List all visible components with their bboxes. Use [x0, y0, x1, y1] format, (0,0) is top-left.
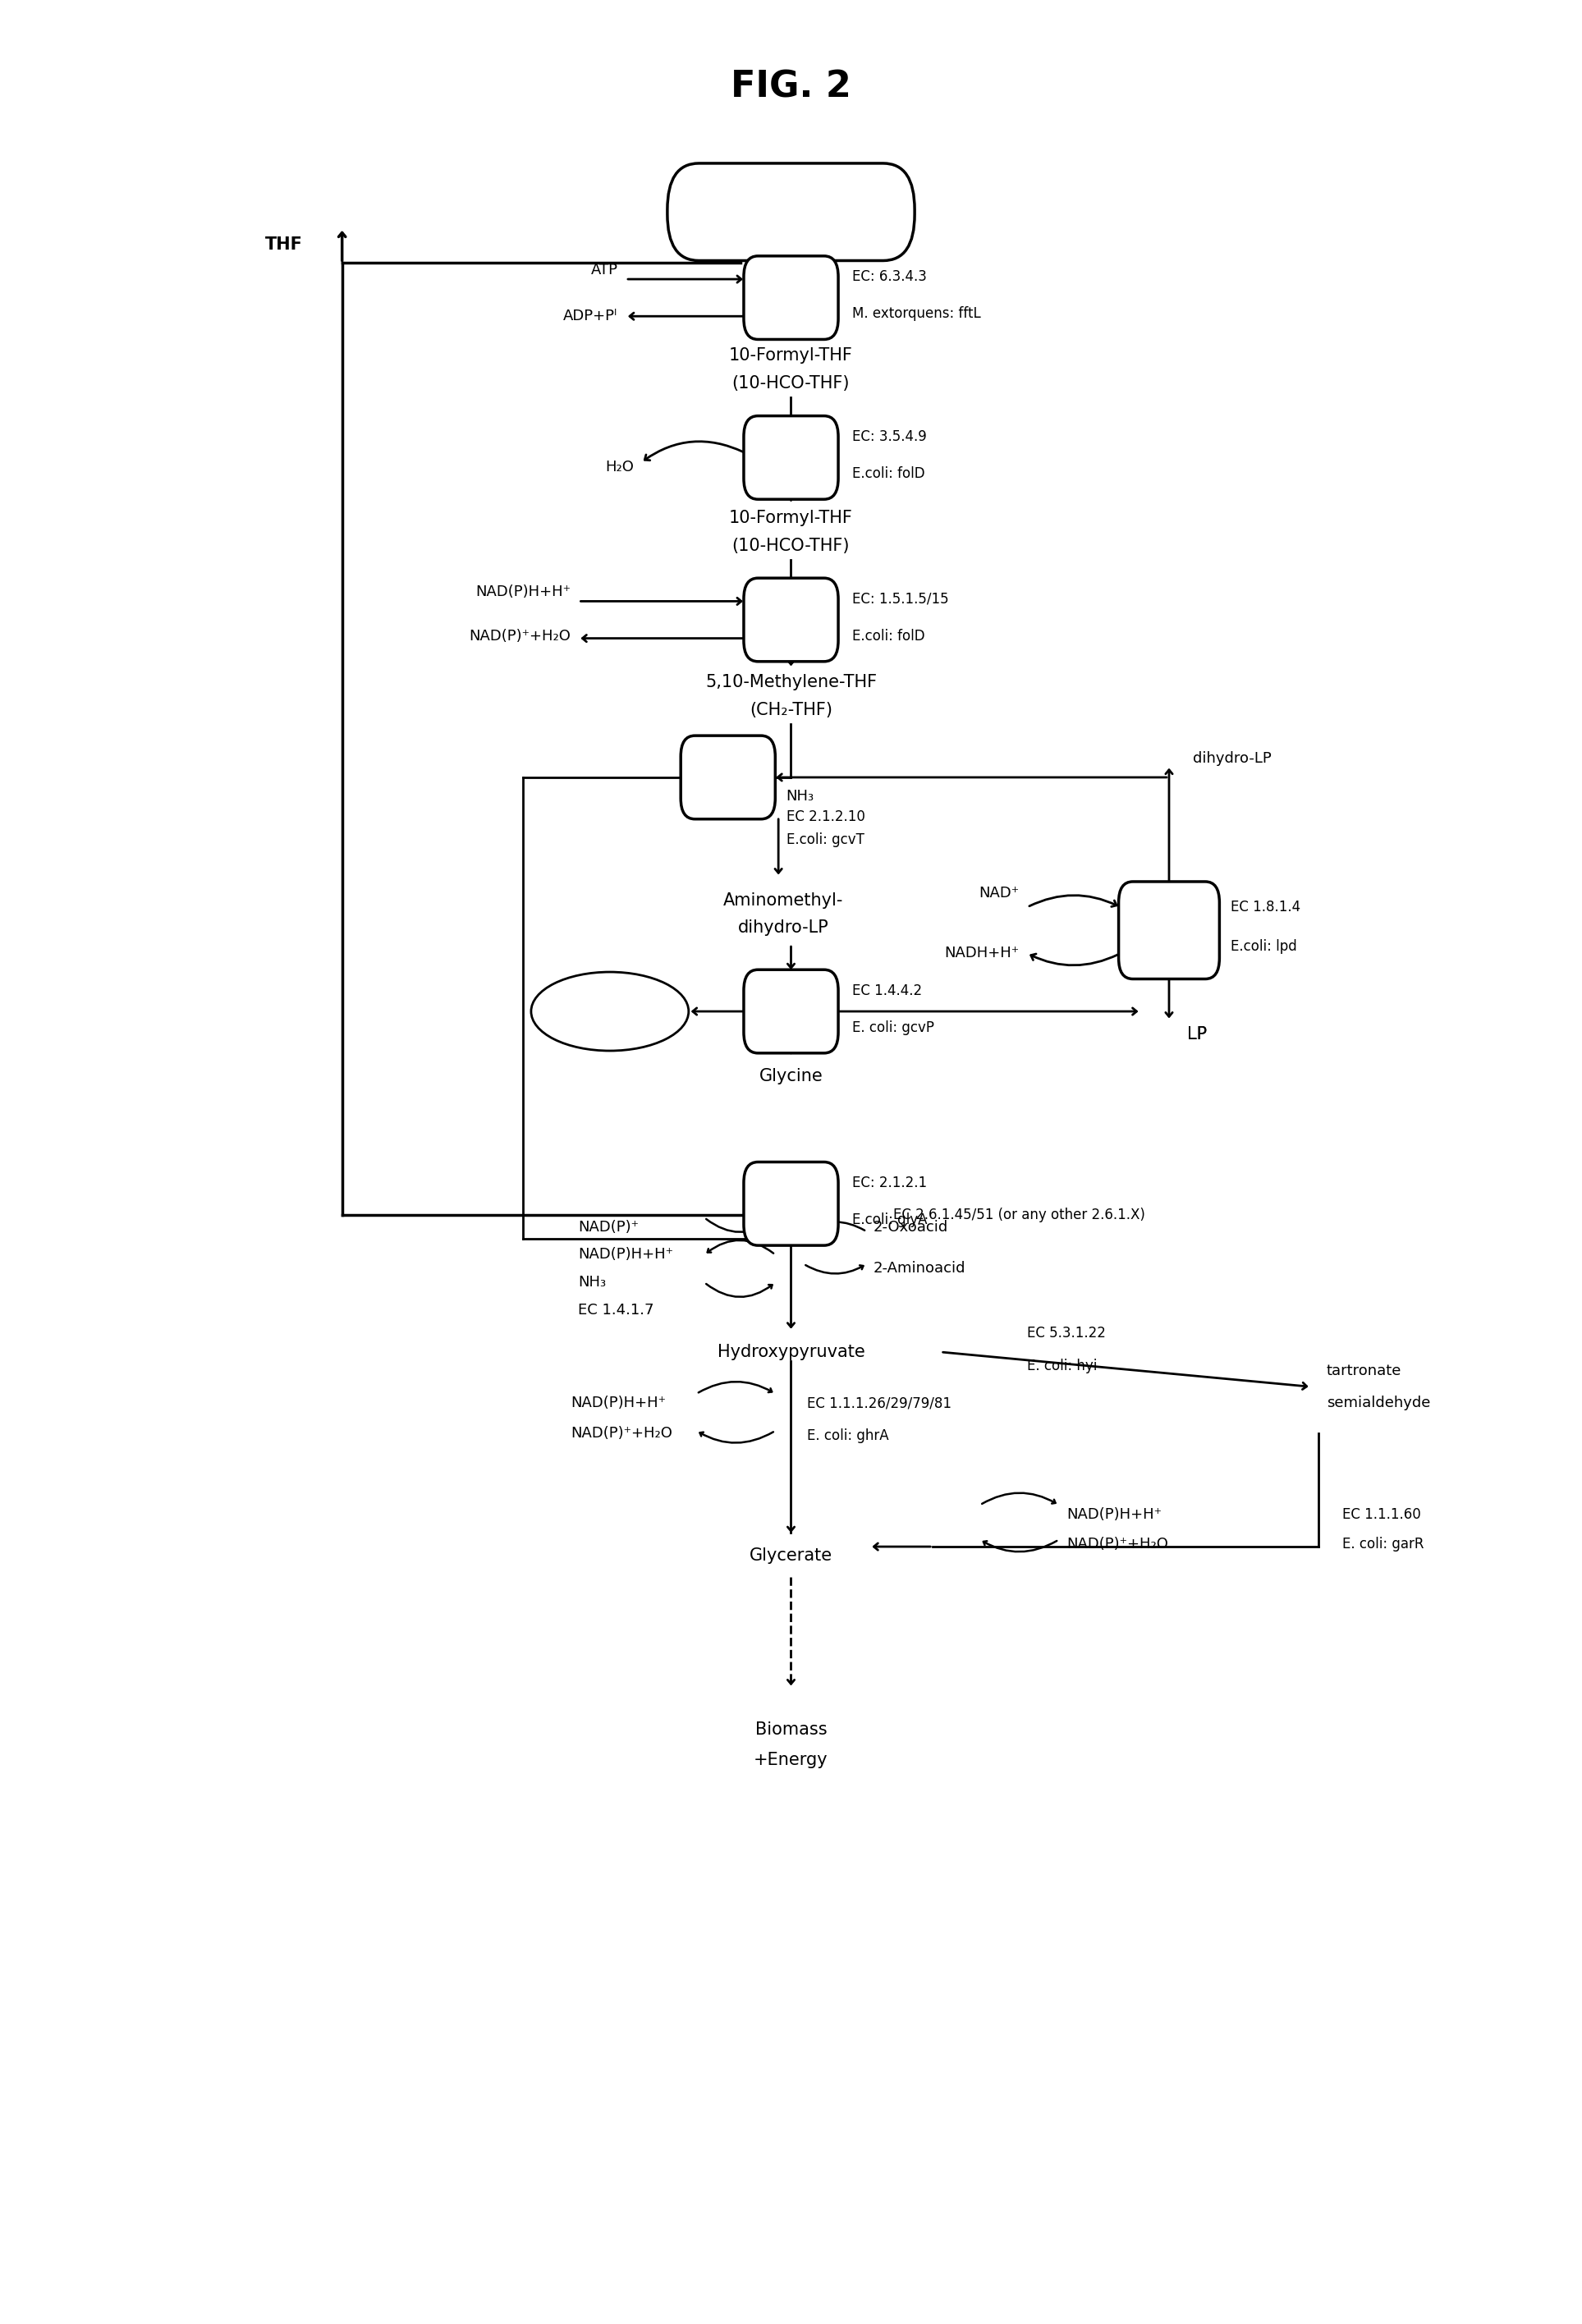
FancyBboxPatch shape	[744, 256, 838, 339]
Text: (10-HCO-THF): (10-HCO-THF)	[732, 537, 850, 553]
Text: (CH₂-THF): (CH₂-THF)	[750, 702, 832, 718]
Text: 10-Formyl-THF: 10-Formyl-THF	[729, 346, 853, 365]
Text: dihydro-LP: dihydro-LP	[737, 920, 829, 937]
Text: D: D	[782, 609, 800, 630]
Text: P: P	[783, 1002, 799, 1023]
Text: CO₂: CO₂	[596, 1004, 623, 1018]
Text: LP: LP	[1188, 1027, 1207, 1043]
Text: NAD(P)⁺+H₂O: NAD(P)⁺+H₂O	[571, 1425, 672, 1441]
Text: Serine: Serine	[764, 1195, 818, 1211]
Text: EC 5.3.1.22: EC 5.3.1.22	[1027, 1327, 1106, 1341]
FancyBboxPatch shape	[744, 579, 838, 662]
Text: THF: THF	[266, 237, 302, 253]
Text: C: C	[783, 446, 799, 467]
Text: Glycine: Glycine	[759, 1069, 823, 1085]
Text: ATP: ATP	[590, 263, 617, 277]
Text: H₂O: H₂O	[604, 460, 633, 474]
Text: E. coli: garR: E. coli: garR	[1342, 1536, 1424, 1552]
FancyBboxPatch shape	[744, 1162, 838, 1246]
Text: 5,10-Methylene-THF: 5,10-Methylene-THF	[706, 674, 876, 690]
Text: EC 2.6.1.45/51 (or any other 2.6.1.X): EC 2.6.1.45/51 (or any other 2.6.1.X)	[894, 1208, 1145, 1222]
Text: LP: LP	[1188, 1027, 1207, 1043]
Text: 2-Aminoacid: 2-Aminoacid	[873, 1262, 965, 1276]
Text: E.coli: folD: E.coli: folD	[853, 627, 925, 644]
FancyBboxPatch shape	[1118, 881, 1220, 978]
Text: 10-Formyl-THF: 10-Formyl-THF	[729, 509, 853, 525]
Text: E. coli: gcvP: E. coli: gcvP	[853, 1020, 935, 1034]
Text: NAD⁺: NAD⁺	[979, 885, 1019, 902]
FancyBboxPatch shape	[744, 969, 838, 1053]
Text: NAD(P)⁺+H₂O: NAD(P)⁺+H₂O	[468, 627, 571, 644]
Text: EC 1.8.1.4: EC 1.8.1.4	[1231, 899, 1300, 916]
Text: NAD(P)⁺: NAD(P)⁺	[579, 1220, 639, 1234]
Text: NADH+H⁺: NADH+H⁺	[944, 946, 1019, 960]
Text: Hydroxypyruvate: Hydroxypyruvate	[717, 1343, 865, 1360]
Text: EC 1.1.1.60: EC 1.1.1.60	[1342, 1506, 1421, 1522]
Text: EC: 1.5.1.5/15: EC: 1.5.1.5/15	[853, 593, 949, 607]
Text: E.coli: folD: E.coli: folD	[853, 467, 925, 481]
Text: G: G	[782, 1192, 800, 1215]
Text: Biomass: Biomass	[755, 1722, 827, 1738]
Text: EC 2.1.2.10: EC 2.1.2.10	[786, 809, 865, 825]
FancyBboxPatch shape	[680, 737, 775, 818]
Text: Aminomethyl-: Aminomethyl-	[723, 892, 843, 909]
FancyBboxPatch shape	[744, 416, 838, 500]
Text: semialdehyde: semialdehyde	[1327, 1397, 1430, 1411]
Text: FIG. 2: FIG. 2	[731, 70, 851, 105]
Text: NAD(P)H+H⁺: NAD(P)H+H⁺	[475, 586, 571, 600]
Text: (10-HCO-THF): (10-HCO-THF)	[732, 374, 850, 393]
Text: EC 1.4.4.2: EC 1.4.4.2	[853, 983, 922, 997]
Text: NAD(P)H+H⁺: NAD(P)H+H⁺	[579, 1248, 674, 1262]
Text: ADP+Pᴵ: ADP+Pᴵ	[563, 309, 617, 323]
Text: F: F	[783, 288, 799, 309]
Text: E.coli: lpd: E.coli: lpd	[1231, 939, 1297, 953]
Text: EC 1.4.1.7: EC 1.4.1.7	[579, 1304, 655, 1318]
Text: NAD(P)⁺+H₂O: NAD(P)⁺+H₂O	[1066, 1536, 1169, 1552]
Text: M. extorquens: fftL: M. extorquens: fftL	[853, 307, 981, 321]
Text: EC 1.1.1.26/29/79/81: EC 1.1.1.26/29/79/81	[807, 1397, 951, 1411]
Text: Formate: Formate	[751, 205, 831, 221]
Text: E.coli: gcvT: E.coli: gcvT	[786, 832, 864, 848]
Text: NAD(P)H+H⁺: NAD(P)H+H⁺	[571, 1397, 666, 1411]
Text: L: L	[1163, 920, 1175, 941]
Text: EC: 2.1.2.1: EC: 2.1.2.1	[853, 1176, 927, 1190]
Text: Glycerate: Glycerate	[750, 1548, 832, 1564]
Text: dihydro-LP: dihydro-LP	[1193, 751, 1272, 767]
Text: NAD(P)H+H⁺: NAD(P)H+H⁺	[1066, 1506, 1161, 1522]
Text: E. coli: hyi: E. coli: hyi	[1027, 1360, 1098, 1373]
Text: NH₃: NH₃	[579, 1276, 606, 1290]
Text: tartronate: tartronate	[1327, 1364, 1402, 1378]
Text: EC: 3.5.4.9: EC: 3.5.4.9	[853, 430, 927, 444]
Text: EC: 6.3.4.3: EC: 6.3.4.3	[853, 270, 927, 284]
FancyBboxPatch shape	[668, 163, 914, 260]
Text: T: T	[721, 767, 736, 788]
Text: E.coli: glyA: E.coli: glyA	[853, 1213, 927, 1227]
Text: NH₃: NH₃	[786, 788, 815, 804]
Text: 2-Oxoacid: 2-Oxoacid	[873, 1220, 948, 1234]
Ellipse shape	[532, 971, 688, 1050]
Text: E. coli: ghrA: E. coli: ghrA	[807, 1427, 889, 1443]
Text: +Energy: +Energy	[753, 1752, 829, 1769]
